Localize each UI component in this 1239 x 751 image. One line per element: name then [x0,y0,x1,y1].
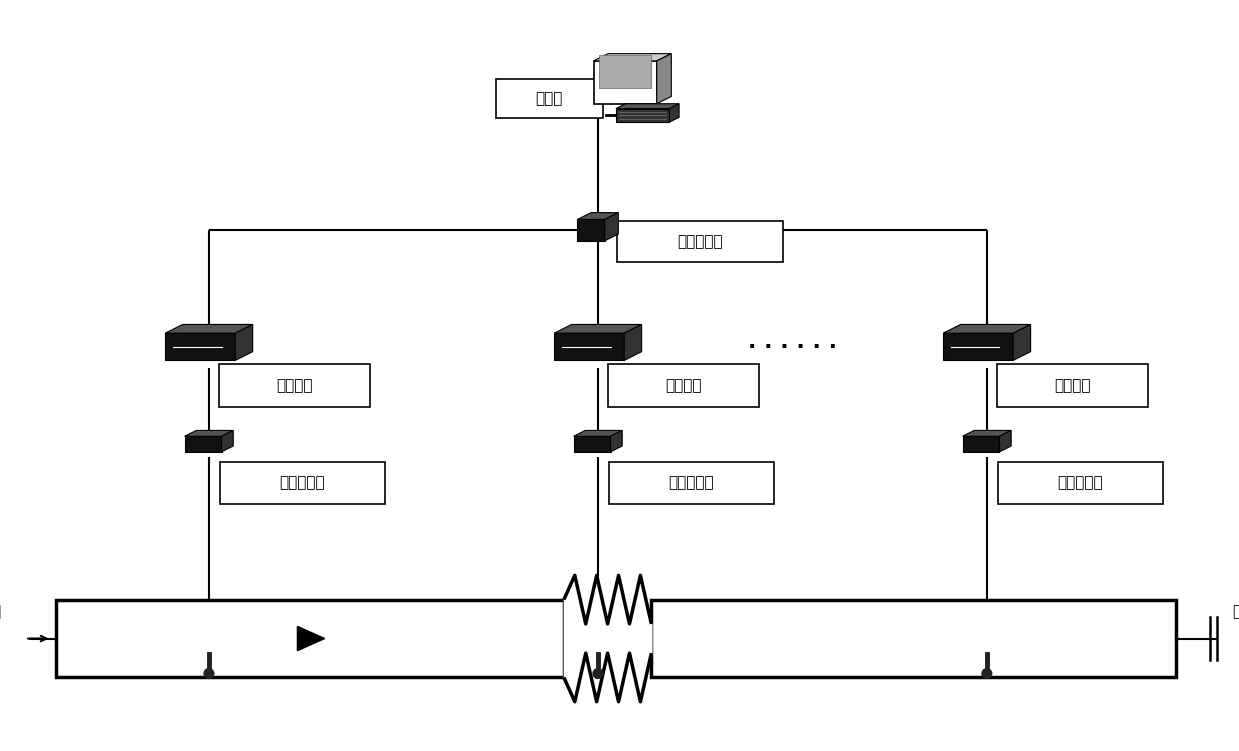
Bar [617,222,783,262]
Polygon shape [963,430,1011,436]
Polygon shape [235,324,253,360]
Text: 主放大器: 主放大器 [1054,379,1090,394]
Circle shape [983,668,991,678]
Text: 前置放大器: 前置放大器 [668,475,714,490]
Bar [596,652,600,674]
Text: 主放大器: 主放大器 [665,379,701,394]
Polygon shape [297,626,325,650]
Polygon shape [605,213,618,241]
Polygon shape [165,324,253,333]
Circle shape [204,668,214,678]
Polygon shape [165,333,235,360]
Polygon shape [963,436,1000,452]
Text: 模数转换器: 模数转换器 [678,234,722,249]
Polygon shape [611,430,622,452]
Bar [652,599,1177,677]
Polygon shape [593,53,672,61]
Polygon shape [554,333,624,360]
Polygon shape [616,104,679,109]
Bar [56,599,564,677]
Polygon shape [943,324,1031,333]
Bar [608,364,758,407]
Polygon shape [577,213,618,219]
Polygon shape [574,430,622,436]
Text: 计算机: 计算机 [535,92,563,107]
Text: 主放大器: 主放大器 [276,379,312,394]
Polygon shape [1000,430,1011,452]
Bar [496,80,602,119]
Polygon shape [554,324,642,333]
Polygon shape [593,61,657,104]
Bar [985,652,989,674]
Bar [207,652,211,674]
Polygon shape [624,324,642,360]
Bar [997,462,1163,505]
Text: 前置放大器: 前置放大器 [1057,475,1103,490]
Bar [219,364,370,407]
Polygon shape [616,109,669,122]
Bar [600,55,650,88]
Bar [219,462,385,505]
Circle shape [593,668,602,678]
Bar [997,364,1147,407]
Text: 水: 水 [1233,604,1239,619]
Polygon shape [657,53,672,104]
Polygon shape [185,436,222,452]
Text: 前置放大器: 前置放大器 [280,475,325,490]
Bar [608,462,774,505]
Polygon shape [185,430,233,436]
Polygon shape [577,219,605,241]
Polygon shape [943,333,1014,360]
Text: · · · · · ·: · · · · · · [748,336,836,357]
Polygon shape [669,104,679,122]
Polygon shape [1014,324,1031,360]
Polygon shape [222,430,233,452]
Polygon shape [574,436,611,452]
